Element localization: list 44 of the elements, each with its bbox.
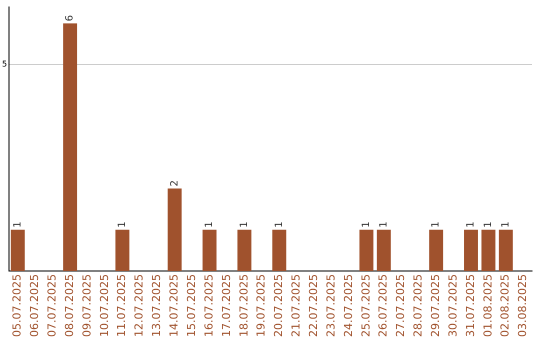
x-tick-label: 01.08.2025 xyxy=(481,274,494,338)
x-tick-label: 10.07.2025 xyxy=(98,274,111,338)
x-tick-label: 12.07.2025 xyxy=(132,274,146,338)
y-tick-label: 5 xyxy=(2,60,8,69)
data-label: 2 xyxy=(169,180,180,186)
x-tick-label: 23.07.2025 xyxy=(324,274,338,338)
data-label: 1 xyxy=(238,221,250,228)
data-label: 1 xyxy=(378,221,390,228)
x-tick-label: 30.07.2025 xyxy=(446,274,460,338)
data-label: 1 xyxy=(361,221,372,228)
x-tick-label: 08.07.2025 xyxy=(62,274,76,338)
x-tick-label: 03.08.2025 xyxy=(516,274,530,338)
data-label: 1 xyxy=(116,221,128,228)
x-tick-label: 06.07.2025 xyxy=(28,274,42,338)
x-tick-label: 09.07.2025 xyxy=(80,274,94,338)
data-label: 1 xyxy=(500,221,512,228)
x-tick-label: 13.07.2025 xyxy=(150,274,164,338)
x-tick-label: 27.07.2025 xyxy=(394,274,408,338)
x-tick-label: 19.07.2025 xyxy=(254,274,268,338)
x-tick-label: 11.07.2025 xyxy=(115,274,128,338)
data-label: 1 xyxy=(12,221,24,228)
x-tick-label: 31.07.2025 xyxy=(464,274,477,338)
data-label: 1 xyxy=(274,221,285,228)
x-tick-label: 24.07.2025 xyxy=(342,274,355,338)
x-tick-label: 25.07.2025 xyxy=(359,274,372,338)
data-label: 1 xyxy=(483,221,494,228)
x-tick-label: 07.07.2025 xyxy=(46,274,59,338)
x-tick-label: 21.07.2025 xyxy=(290,274,303,338)
x-tick-label: 28.07.2025 xyxy=(412,274,425,338)
data-label: 6 xyxy=(64,14,76,22)
x-tick-label: 22.07.2025 xyxy=(306,274,320,338)
x-tick-label: 20.07.2025 xyxy=(272,274,286,338)
data-label: 1 xyxy=(204,221,216,228)
x-tick-label: 29.07.2025 xyxy=(428,274,442,338)
x-tick-label: 17.07.2025 xyxy=(220,274,233,338)
data-label: 1 xyxy=(430,221,442,228)
x-tick-label: 15.07.2025 xyxy=(184,274,198,338)
x-tick-label: 05.07.2025 xyxy=(10,274,24,338)
data-label: 1 xyxy=(466,221,477,228)
x-tick-label: 16.07.2025 xyxy=(202,274,216,338)
x-tick-label: 02.08.2025 xyxy=(498,274,512,338)
x-tick-label: 18.07.2025 xyxy=(237,274,250,338)
x-tick-label: 26.07.2025 xyxy=(376,274,390,338)
x-tick-label: 14.07.2025 xyxy=(168,274,181,338)
